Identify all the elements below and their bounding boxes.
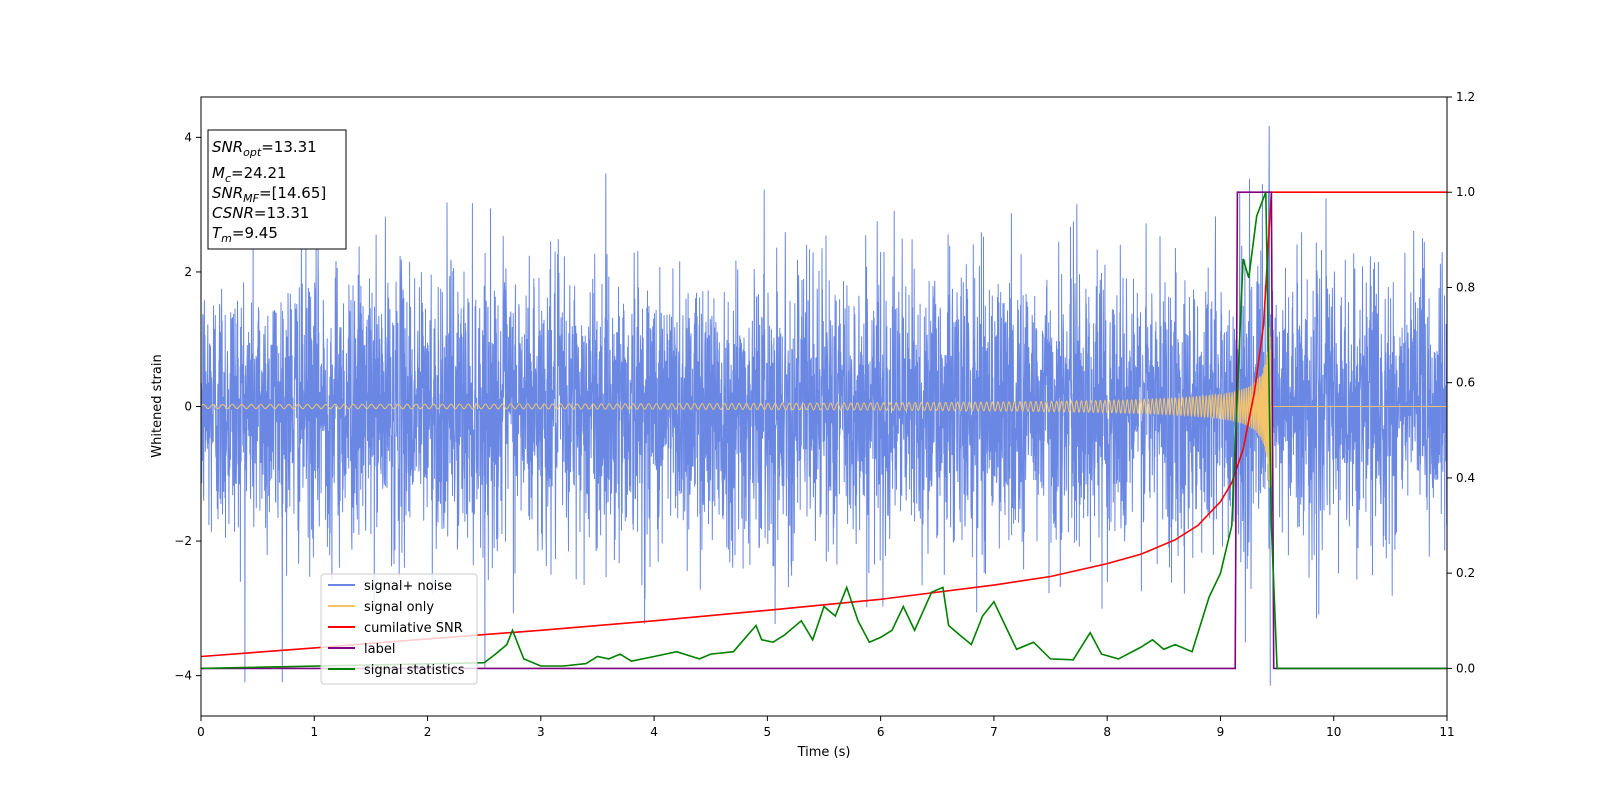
x-tick-label: 2	[424, 725, 432, 739]
legend-label-signal-only: signal only	[364, 600, 434, 615]
x-tick-label: 10	[1326, 725, 1341, 739]
y-tick-label: 0	[184, 400, 192, 414]
annotation-csnr: CSNR=13.31	[212, 204, 309, 222]
y-right-tick-label: 0.6	[1456, 376, 1475, 390]
x-tick-label: 4	[650, 725, 658, 739]
y-right-tick-label: 1.2	[1456, 90, 1475, 104]
x-tick-label: 9	[1217, 725, 1225, 739]
annotation-snr-opt: SNRopt=13.31	[212, 138, 317, 159]
y-axis-label: Whitened strain	[150, 354, 165, 457]
y-tick-label: −4	[174, 669, 192, 683]
x-tick-label: 6	[877, 725, 885, 739]
y-right-tick-label: 0.0	[1456, 661, 1475, 675]
annotation-mc: Mc=24.21	[212, 164, 287, 185]
x-tick-label: 8	[1103, 725, 1111, 739]
y-right-tick-label: 1.0	[1456, 185, 1475, 199]
x-axis-label: Time (s)	[797, 745, 851, 760]
annotation-box: SNRopt=13.31 Mc=24.21 SNRMF=[14.65] CSNR…	[207, 129, 347, 250]
series-signal-only	[201, 327, 1447, 488]
legend-label-signal-noise: signal+ noise	[364, 579, 452, 594]
plot-area	[201, 125, 1447, 686]
legend: signal+ noise signal only cumilative SNR…	[320, 573, 478, 685]
legend-label-signal-statistics: signal statistics	[364, 663, 465, 678]
axes: 0 1 2 3 4 5 6 7 8 9 10 11 −4 −2 0 2 4 0.0 0.2 0.4 0.6 0.8 1.0 1…	[174, 90, 1475, 739]
x-tick-label: 1	[310, 725, 318, 739]
y-tick-label: −2	[174, 534, 192, 548]
annotation-snr-mf: SNRMF=[14.65]	[212, 184, 326, 205]
y-right-tick-label: 0.2	[1456, 566, 1475, 580]
x-tick-label: 11	[1439, 725, 1454, 739]
y-right-tick-label: 0.4	[1456, 471, 1475, 485]
x-tick-label: 0	[197, 725, 205, 739]
x-tick-label: 3	[537, 725, 545, 739]
x-tick-label: 7	[990, 725, 998, 739]
y-right-tick-label: 0.8	[1456, 280, 1475, 294]
legend-label-cumulative-snr: cumilative SNR	[364, 621, 463, 636]
legend-label-label: label	[364, 642, 395, 657]
annotation-tm: Tm=9.45	[212, 224, 278, 245]
y-tick-label: 2	[184, 265, 192, 279]
y-tick-label: 4	[184, 130, 192, 144]
series-cumulative-snr	[201, 191, 1447, 658]
series-signal-statistics	[201, 191, 1447, 670]
x-tick-label: 5	[764, 725, 772, 739]
